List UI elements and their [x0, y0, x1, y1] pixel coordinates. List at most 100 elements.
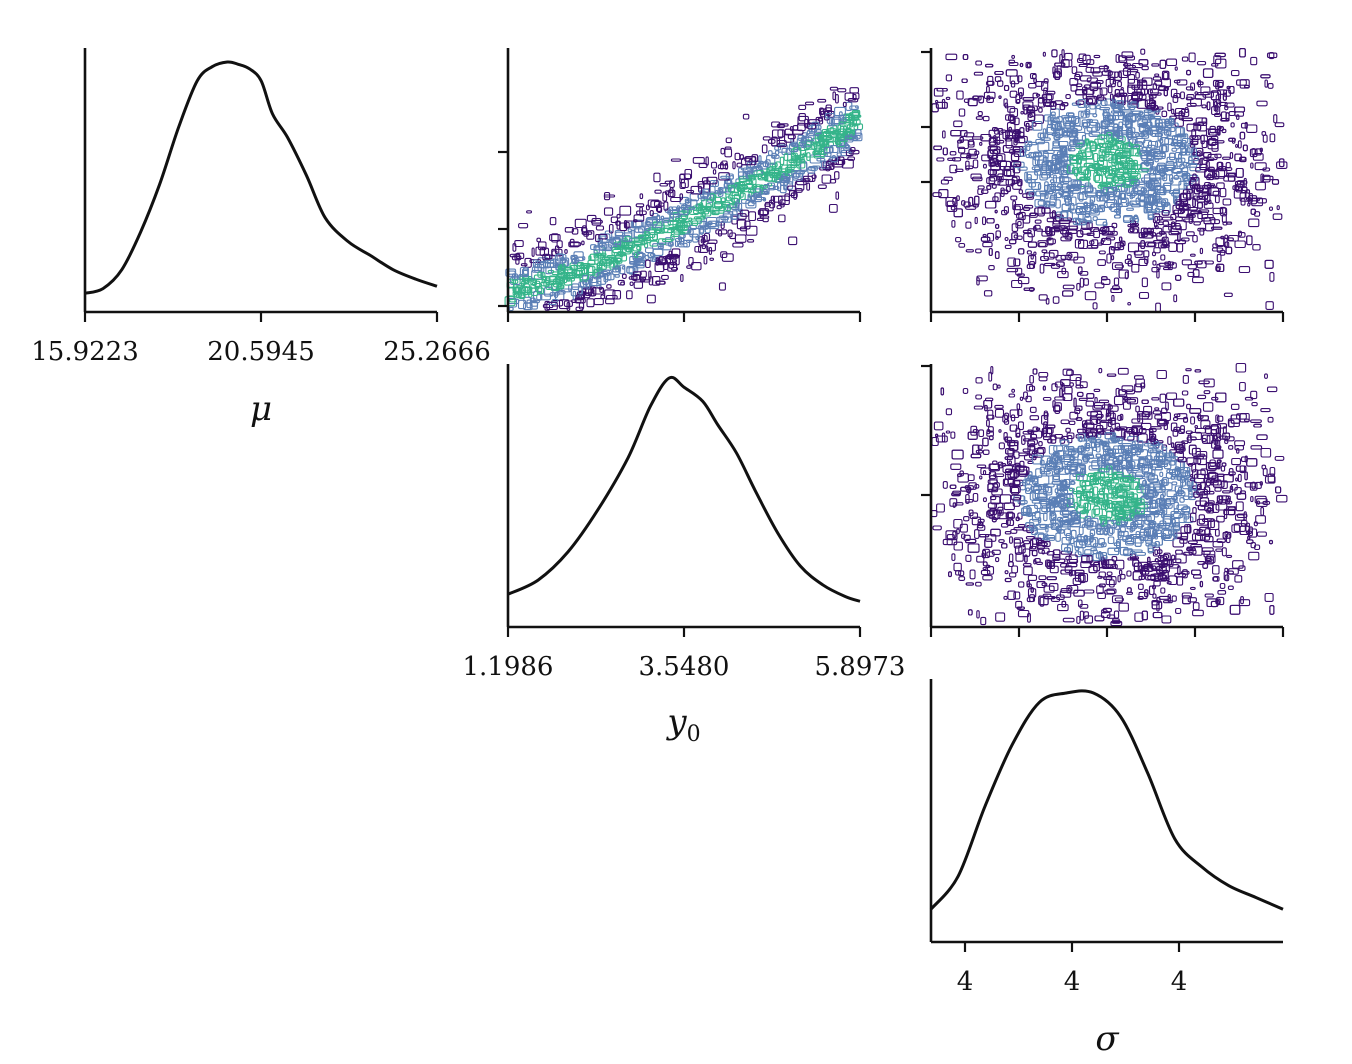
contour-segment: [1108, 193, 1115, 201]
contour-segment: [686, 189, 695, 194]
contour-segment: [982, 497, 987, 503]
contour-segment: [1015, 600, 1023, 609]
contour-segment: [1042, 151, 1049, 159]
contour-segment: [643, 231, 651, 235]
contour-segment: [1022, 206, 1031, 211]
contour-segment: [1159, 479, 1165, 486]
contour-segment: [953, 518, 963, 529]
contour-segment: [1138, 232, 1145, 239]
contour-segment: [982, 115, 990, 122]
contour-segment: [1042, 396, 1052, 401]
contour-segment: [842, 125, 847, 133]
contour-segment: [1095, 189, 1103, 194]
contour-segment: [1234, 575, 1243, 583]
contour-sigma-y0: [930, 362, 1288, 627]
contour-segment: [1236, 114, 1240, 121]
contour-segment: [1222, 92, 1227, 101]
contour-segment: [1018, 248, 1025, 255]
contour-segment: [1216, 182, 1225, 190]
contour-segment: [976, 555, 985, 563]
contour-segment: [649, 232, 658, 242]
contour-segment: [1172, 417, 1179, 422]
contour-segment: [1078, 150, 1083, 154]
contour-segment: [1060, 102, 1069, 107]
contour-segment: [1100, 100, 1108, 107]
contour-segment: [1095, 144, 1102, 150]
contour-segment: [626, 290, 633, 300]
contour-segment: [1276, 161, 1288, 169]
contour-segment: [1078, 110, 1088, 119]
contour-segment: [534, 260, 547, 269]
contour-segment: [1151, 63, 1160, 67]
contour-segment: [1176, 576, 1184, 586]
contour-segment: [1138, 458, 1150, 467]
contour-segment: [520, 263, 528, 267]
contour-segment: [718, 282, 726, 291]
contour-segment: [1190, 140, 1194, 144]
contour-segment: [1078, 397, 1088, 401]
contour-segment: [994, 404, 1004, 409]
contour-segment: [1166, 392, 1178, 400]
contour-segment: [1153, 152, 1166, 159]
contour-segment: [1159, 471, 1164, 478]
contour-segment: [1188, 52, 1196, 63]
contour-segment: [1267, 416, 1274, 423]
contour-segment: [1125, 449, 1132, 455]
contour-segment: [986, 85, 990, 94]
contour-segment: [1154, 185, 1166, 195]
contour-segment: [1022, 97, 1035, 101]
contour-segment: [842, 101, 847, 108]
contour-segment: [955, 570, 962, 576]
contour-segment: [832, 91, 836, 101]
contour-segment: [579, 273, 590, 281]
contour-segment: [1084, 538, 1097, 548]
contour-segment: [1245, 189, 1251, 199]
contour-segment: [811, 121, 820, 130]
contour-segment: [1276, 494, 1288, 503]
x-tick-label-y0-1: 3.5480: [639, 652, 730, 682]
contour-segment: [1005, 179, 1016, 186]
contour-segment: [952, 502, 956, 508]
contour-segment: [1038, 575, 1047, 581]
contour-segment: [517, 299, 527, 310]
contour-segment: [968, 139, 975, 146]
contour-segment: [1185, 231, 1195, 237]
contour-segment: [1197, 453, 1206, 458]
contour-segment: [1196, 81, 1204, 86]
contour-segment: [715, 190, 719, 195]
contour-segment: [836, 136, 846, 148]
contour-segment: [1154, 414, 1163, 420]
contour-segment: [1231, 457, 1242, 466]
contour-segment: [1143, 228, 1154, 234]
contour-segment: [1133, 375, 1144, 380]
contour-segment: [1141, 610, 1148, 621]
contour-segment: [604, 230, 613, 241]
contour-segment: [933, 87, 944, 97]
contour-segment: [1193, 147, 1204, 157]
contour-segment: [1041, 540, 1051, 547]
contour-segment: [1055, 199, 1061, 209]
contour-segment: [1100, 516, 1106, 527]
contour-segment: [1052, 475, 1060, 480]
contour-segment: [1143, 139, 1153, 149]
contour-segment: [690, 185, 703, 195]
contour-segment: [1054, 70, 1061, 81]
contour-segment: [1147, 575, 1156, 580]
contour-segment: [1081, 524, 1086, 528]
contour-segment: [1185, 96, 1193, 101]
contour-segment: [1143, 443, 1152, 447]
contour-segment: [588, 286, 597, 297]
contour-segment: [959, 470, 964, 477]
contour-segment: [1186, 480, 1191, 487]
contour-segment: [1255, 181, 1266, 191]
contour-segment: [751, 200, 757, 204]
contour-segment: [1207, 166, 1215, 173]
contour-segment: [1107, 536, 1115, 545]
contour-segment: [1169, 152, 1176, 161]
contour-segment: [1166, 156, 1177, 164]
contour-segment: [824, 112, 836, 119]
contour-segment: [1079, 610, 1085, 621]
contour-segment: [1249, 148, 1258, 158]
contour-segment: [1178, 428, 1185, 435]
contour-segment: [1160, 254, 1166, 261]
